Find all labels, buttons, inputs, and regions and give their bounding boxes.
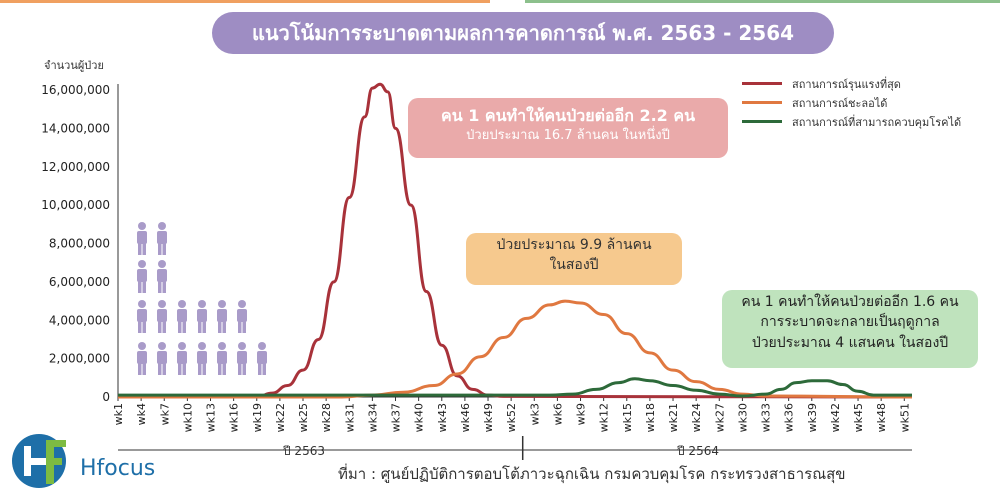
annotation-controlled: คน 1 คนทำให้คนป่วยต่ออีก 1.6 คน การระบาด…	[722, 290, 978, 368]
x-tick-label: wk24	[690, 403, 703, 432]
x-tick-label: wk33	[760, 403, 773, 432]
x-tick-label: wk9	[575, 403, 588, 425]
x-tick-label: wk37	[390, 403, 403, 432]
series-line-0	[118, 82, 913, 399]
series-line-1	[118, 299, 913, 399]
x-tick-label: wk34	[366, 403, 379, 432]
annotation-slowed-line2: ในสองปี	[549, 257, 599, 274]
x-tick-label: wk21	[667, 403, 680, 432]
person-icon	[177, 342, 187, 375]
person-icon	[157, 222, 167, 255]
person-icon	[157, 260, 167, 293]
hfocus-logo-icon	[12, 434, 66, 488]
legend-swatch-controlled	[742, 120, 782, 123]
x-tick-label: wk18	[644, 403, 657, 432]
x-tick-label: wk12	[598, 403, 611, 432]
person-icon	[137, 222, 147, 255]
x-tick-label: wk1	[112, 403, 125, 425]
legend-label-worst: สถานการณ์รุนแรงที่สุด	[792, 77, 901, 91]
x-tick-label: wk6	[551, 403, 564, 425]
x-tick-label: wk48	[875, 403, 888, 432]
y-axis-label: จำนวนผู้ป่วย	[44, 59, 104, 72]
annotation-controlled-line2: การระบาดจะกลายเป็นฤดูกาล	[760, 314, 940, 331]
y-tick-label: 6,000,000	[49, 275, 110, 289]
x-tick-label: wk52	[505, 403, 518, 432]
person-icon	[137, 300, 147, 333]
x-tick-label: wk10	[181, 403, 194, 432]
x-tick-label: wk28	[320, 403, 333, 432]
x-tick-label: wk51	[898, 403, 911, 432]
person-icon	[237, 300, 247, 333]
y-tick-label: 8,000,000	[49, 237, 110, 251]
annotation-slowed-line1: ป่วยประมาณ 9.9 ล้านคน	[496, 237, 652, 253]
x-tick-label: wk39	[806, 403, 819, 432]
annotation-controlled-line3: ป่วยประมาณ 4 แสนคน ในสองปี	[751, 334, 949, 351]
y-tick-label: 14,000,000	[41, 121, 110, 135]
year-label-2564: ปี 2564	[677, 444, 719, 458]
person-icon	[257, 342, 267, 375]
x-tick-label: wk46	[459, 403, 472, 432]
x-tick-label: wk19	[251, 403, 264, 432]
year-label-2563: ปี 2563	[283, 444, 325, 458]
person-icon	[157, 300, 167, 333]
people-icon-group	[131, 222, 276, 391]
annotation-slowed: ป่วยประมาณ 9.9 ล้านคน ในสองปี	[466, 233, 682, 285]
x-tick-label: wk40	[413, 403, 426, 432]
x-tick-label: wk30	[736, 403, 749, 432]
people-icons-svg	[137, 222, 267, 375]
legend-swatch-worst	[742, 82, 782, 85]
y-tick-label: 12,000,000	[41, 160, 110, 174]
x-tick-label: wk27	[713, 403, 726, 432]
legend-item-controlled: สถานการณ์ที่สามารถควบคุมโรคได้	[742, 112, 961, 131]
person-icon	[157, 342, 167, 375]
person-icon	[137, 260, 147, 293]
hfocus-logo-text: Hfocus	[80, 456, 156, 481]
annotation-worst-line2: ป่วยประมาณ 16.7 ล้านคน ในหนึ่งปี	[466, 128, 670, 144]
legend-label-controlled: สถานการณ์ที่สามารถควบคุมโรคได้	[792, 115, 962, 129]
x-tick-label: wk16	[228, 403, 241, 432]
x-tick-label: wk36	[783, 403, 796, 432]
source-citation: ที่มา : ศูนย์ปฏิบัติการตอบโต้ภาวะฉุกเฉิน…	[338, 465, 846, 483]
x-tick-label: wk22	[274, 403, 287, 432]
legend-item-worst: สถานการณ์รุนแรงที่สุด	[742, 74, 961, 93]
person-icon	[197, 300, 207, 333]
x-tick-label: wk43	[436, 403, 449, 432]
y-tick-label: 0	[102, 390, 110, 404]
legend-label-slowed: สถานการณ์ชะลอได้	[792, 96, 888, 110]
top-accent-bar-orange	[0, 0, 490, 3]
y-tick-label: 4,000,000	[49, 313, 110, 327]
person-icon	[197, 342, 207, 375]
chart-title: แนวโน้มการระบาดตามผลการคาดการณ์ พ.ศ. 256…	[212, 12, 834, 54]
x-tick-label: wk31	[343, 403, 356, 432]
series-line-2	[117, 377, 912, 398]
x-tick-label: wk15	[621, 403, 634, 432]
y-tick-label: 16,000,000	[41, 83, 110, 97]
person-icon	[177, 300, 187, 333]
x-tick-label: wk42	[829, 403, 842, 432]
y-tick-label: 10,000,000	[41, 198, 110, 212]
x-tick-label: wk4	[135, 403, 148, 425]
top-accent-bar-green	[525, 0, 1000, 3]
legend-swatch-slowed	[742, 101, 782, 104]
x-tick-label: wk3	[528, 403, 541, 425]
chart-legend: สถานการณ์รุนแรงที่สุด สถานการณ์ชะลอได้ ส…	[742, 74, 961, 131]
person-icon	[217, 342, 227, 375]
x-tick-label: wk45	[852, 403, 865, 432]
person-icon	[137, 342, 147, 375]
x-tick-label: wk49	[482, 403, 495, 432]
x-tick-label: wk25	[297, 403, 310, 432]
x-tick-label: wk7	[158, 403, 171, 425]
legend-item-slowed: สถานการณ์ชะลอได้	[742, 93, 961, 112]
annotation-worst-case: คน 1 คนทำให้คนป่วยต่ออีก 2.2 คน ป่วยประม…	[408, 98, 728, 158]
y-tick-label: 2,000,000	[49, 352, 110, 366]
annotation-controlled-line1: คน 1 คนทำให้คนป่วยต่ออีก 1.6 คน	[741, 294, 959, 310]
x-tick-label: wk13	[205, 403, 218, 432]
person-icon	[217, 300, 227, 333]
person-icon	[237, 342, 247, 375]
annotation-worst-line1: คน 1 คนทำให้คนป่วยต่ออีก 2.2 คน	[440, 106, 696, 125]
